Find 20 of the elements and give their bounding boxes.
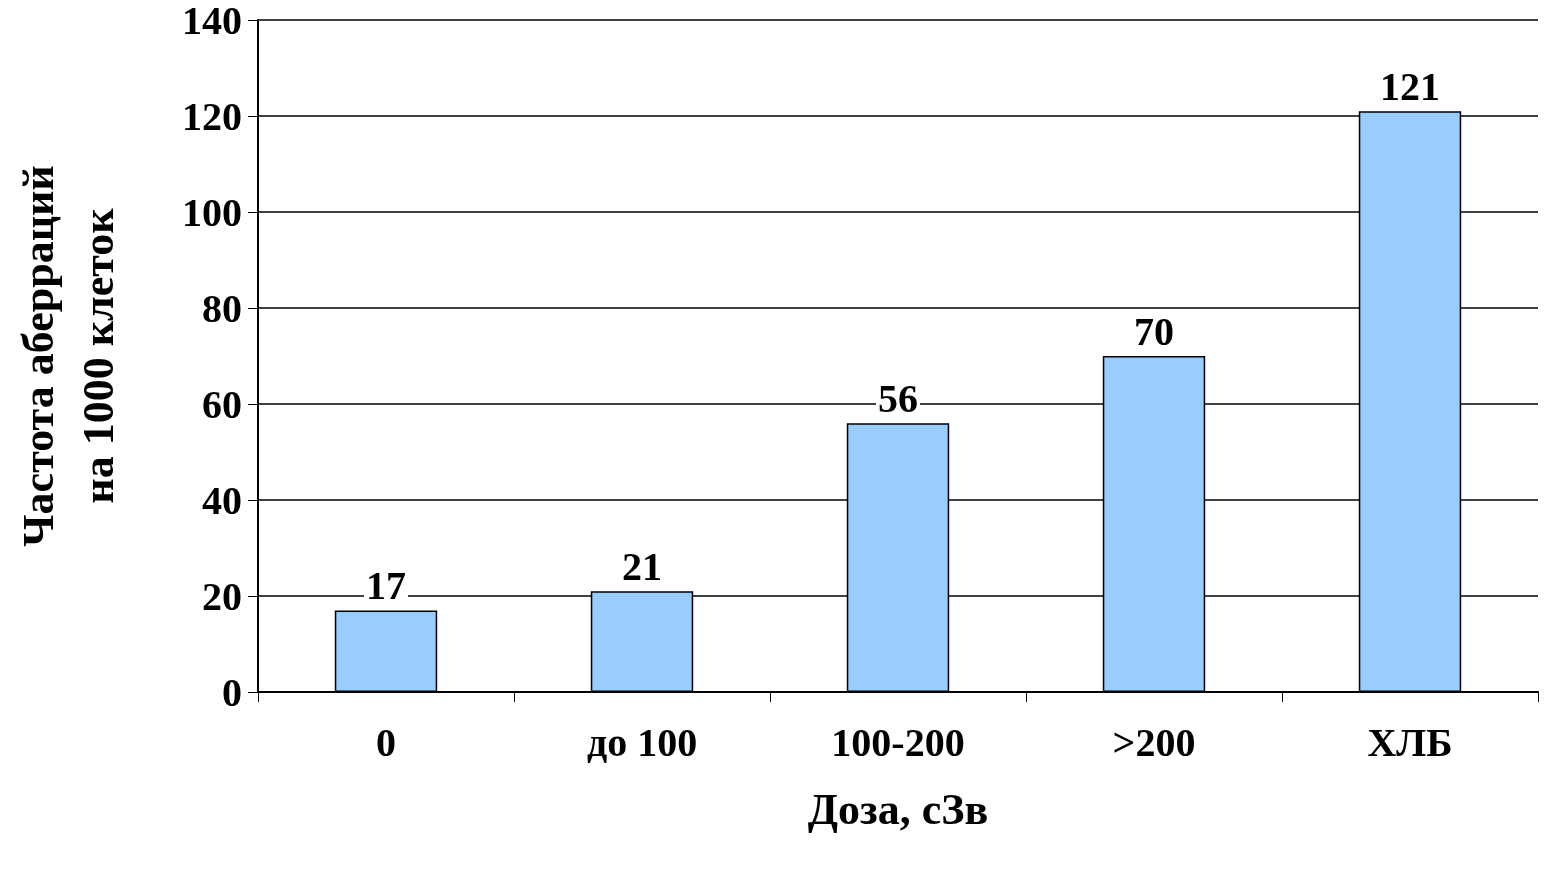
x-tick-label: ХЛБ: [1367, 719, 1453, 765]
y-tick-label: 120: [182, 93, 242, 139]
x-axis-title: Доза, сЗв: [807, 784, 989, 834]
data-label: 70: [1134, 308, 1174, 354]
data-label: 121: [1380, 63, 1440, 109]
y-tick-label: 100: [182, 189, 242, 235]
y-tick-label: 40: [202, 477, 242, 523]
y-tick-label: 80: [202, 285, 242, 331]
data-label: 56: [878, 375, 918, 421]
data-label: 21: [622, 543, 662, 589]
y-tick-label: 0: [222, 669, 242, 715]
y-tick-label: 60: [202, 381, 242, 427]
y-tick-label: 140: [182, 0, 242, 43]
y-axis-title: Частота аберраций на 1000 клеток: [13, 165, 123, 547]
x-tick-label: до 100: [586, 719, 698, 765]
x-tick-label: 100-200: [831, 719, 965, 765]
y-tick-label: 20: [202, 573, 242, 619]
x-tick-label: 0: [376, 719, 396, 765]
x-tick-label: >200: [1112, 719, 1196, 765]
data-label: 17: [366, 562, 406, 608]
